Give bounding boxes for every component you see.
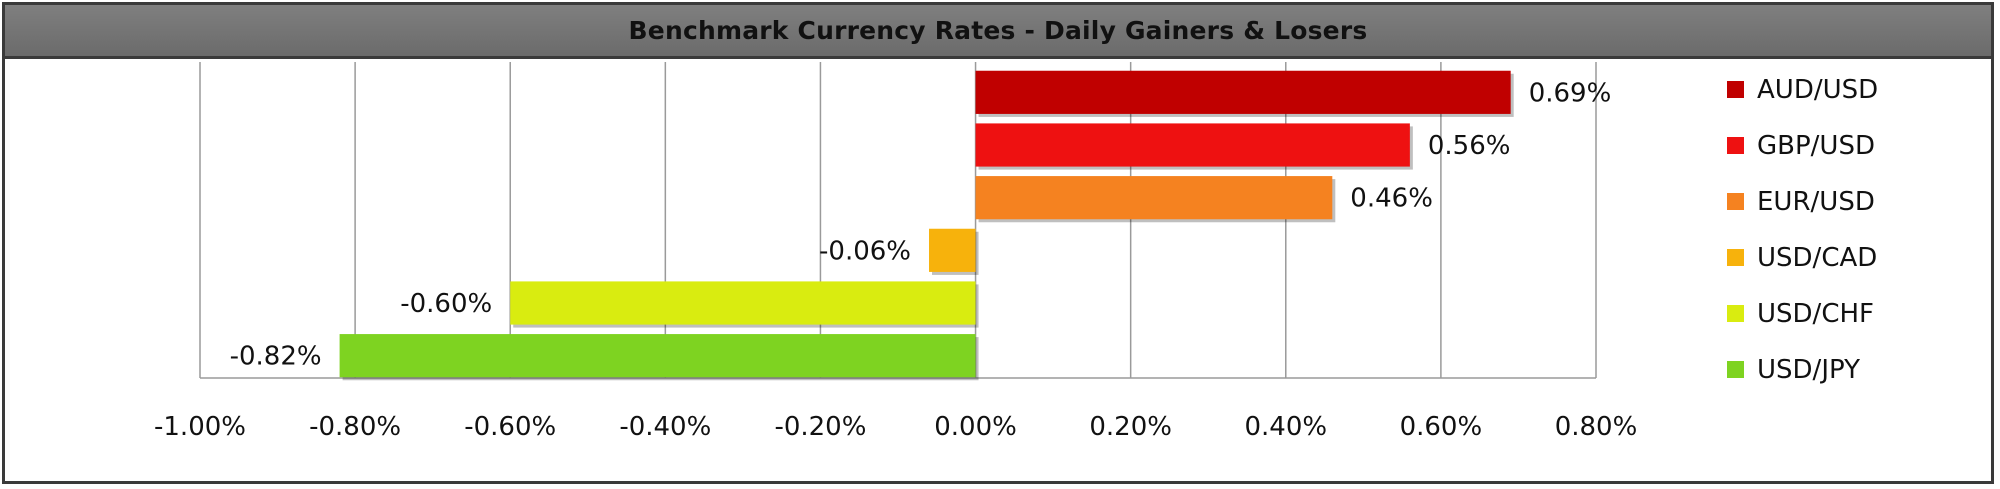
x-tick-label: -1.00% — [154, 412, 246, 442]
data-label: 0.69% — [1529, 78, 1612, 108]
plot-area: -1.00% -0.80% -0.60% -0.40% -0.20% 0.00% 0.20%… — [154, 62, 1637, 442]
legend-label: USD/JPY — [1757, 355, 1860, 385]
legend-label: USD/CHF — [1757, 299, 1874, 329]
bar — [510, 281, 976, 325]
legend-label: AUD/USD — [1757, 75, 1878, 105]
legend-swatch — [1727, 249, 1744, 266]
legend-swatch — [1727, 137, 1744, 154]
data-label: -0.06% — [819, 236, 911, 266]
bar — [975, 176, 1333, 220]
x-tick-label: 0.20% — [1089, 412, 1172, 442]
x-tick-label: 0.80% — [1555, 412, 1638, 442]
x-tick-label: -0.40% — [619, 412, 711, 442]
legend-label: GBP/USD — [1757, 131, 1875, 161]
data-label: 0.56% — [1428, 131, 1511, 161]
bar — [929, 228, 976, 272]
legend-swatch — [1727, 81, 1744, 98]
bar — [339, 334, 976, 378]
legend-label: USD/CAD — [1757, 243, 1877, 273]
data-label: -0.60% — [400, 289, 492, 319]
x-tick-label: -0.80% — [309, 412, 401, 442]
x-tick-label: -0.60% — [464, 412, 556, 442]
legend-swatch — [1727, 193, 1744, 210]
chart-legend: AUD/USD GBP/USD EUR/USD USD/CAD USD/CHF USD/J… — [1727, 75, 1878, 385]
x-tick-label: 0.40% — [1244, 412, 1327, 442]
data-label: -0.82% — [230, 342, 322, 372]
x-tick-label: 0.00% — [934, 412, 1017, 442]
chart-title: Benchmark Currency Rates - Daily Gainers… — [628, 16, 1368, 45]
x-tick-label: -0.20% — [774, 412, 866, 442]
bar — [975, 70, 1511, 114]
legend-swatch — [1727, 361, 1744, 378]
bar — [975, 123, 1410, 167]
chart-title-bar: Benchmark Currency Rates - Daily Gainers… — [5, 5, 1991, 59]
x-tick-label: 0.60% — [1400, 412, 1483, 442]
legend-swatch — [1727, 305, 1744, 322]
data-label: 0.46% — [1350, 184, 1433, 214]
legend-label: EUR/USD — [1757, 187, 1875, 217]
